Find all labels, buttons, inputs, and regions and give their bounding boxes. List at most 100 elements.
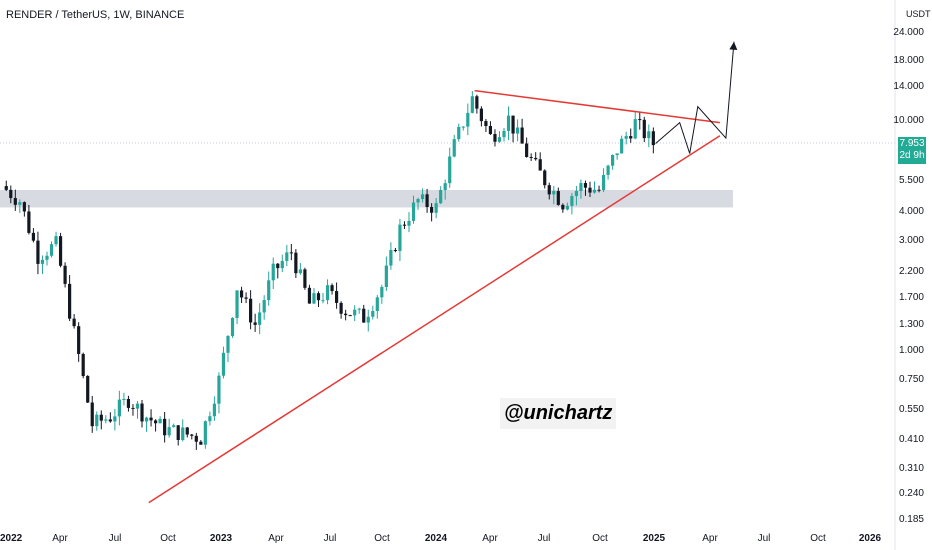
candle-down: [583, 183, 588, 188]
candle-up: [312, 293, 316, 304]
candle-down: [488, 126, 493, 135]
candle-up: [18, 202, 22, 205]
time-tick-label: Jul: [537, 533, 551, 544]
candle-down: [556, 191, 560, 205]
candle-up: [443, 183, 447, 191]
candle-up: [470, 96, 474, 113]
candle-up: [380, 286, 384, 298]
candles-group: [4, 90, 655, 450]
candle-down: [276, 263, 280, 269]
candle-up: [262, 300, 266, 313]
candle-up: [366, 316, 370, 323]
candle-down: [520, 127, 524, 144]
candle-down: [140, 403, 144, 422]
candle-down: [511, 115, 515, 134]
candle-down: [153, 420, 158, 424]
candle-down: [493, 134, 497, 142]
candle-up: [285, 252, 289, 261]
candle-up: [570, 196, 574, 206]
candle-up: [122, 398, 126, 400]
price-tick-label: 3.000: [898, 235, 924, 246]
candle-up: [434, 203, 438, 213]
candle-down: [58, 236, 63, 266]
last-price-value: 7.953: [899, 138, 925, 149]
candle-down: [13, 198, 17, 205]
candle-up: [552, 191, 556, 195]
price-tick-label: 5.500: [898, 175, 924, 186]
candle-up: [420, 194, 425, 200]
price-tick-label: 0.185: [898, 514, 924, 525]
price-tick-label: 1.700: [898, 292, 924, 303]
candle-down: [86, 375, 90, 403]
candle-up: [407, 220, 411, 226]
candle-up: [439, 190, 443, 204]
candle-down: [484, 121, 488, 127]
time-tick-label: Jul: [108, 533, 122, 544]
candle-up: [506, 115, 511, 131]
candle-down: [479, 108, 483, 122]
candle-down: [303, 269, 307, 288]
time-tick-label: Apr: [52, 533, 68, 544]
candle-up: [624, 136, 628, 139]
price-tick-label: 0.550: [898, 404, 924, 415]
candle-up: [181, 427, 185, 440]
candle-up: [144, 417, 149, 422]
candle-down: [588, 187, 592, 193]
candle-up: [280, 260, 284, 269]
candle-up: [615, 153, 619, 156]
candle-down: [185, 427, 189, 435]
candle-down: [72, 318, 76, 327]
time-tick-label: 2026: [858, 533, 882, 544]
bar-countdown: 2d 9h: [899, 150, 925, 161]
candle-up: [416, 199, 420, 203]
last-price-tag: 7.953 2d 9h: [898, 137, 926, 164]
price-tick-label: 10.000: [893, 115, 924, 126]
candle-down: [294, 252, 298, 274]
ascending-trendline: [148, 135, 721, 504]
projection-arrowhead: [729, 41, 738, 51]
candle-down: [194, 435, 198, 442]
candle-up: [208, 416, 212, 422]
candle-up: [389, 250, 393, 266]
candle-up: [448, 156, 452, 184]
time-tick-label: Apr: [268, 533, 284, 544]
candle-up: [117, 399, 121, 417]
projection-path: [655, 41, 735, 154]
candle-down: [22, 202, 26, 212]
candle-up: [258, 312, 262, 325]
candle-down: [597, 189, 601, 191]
time-tick-label: 2023: [209, 533, 233, 544]
candle-down: [126, 398, 131, 408]
candle-down: [99, 414, 103, 421]
candle-up: [45, 255, 49, 260]
price-tick-label: 14.000: [893, 81, 924, 92]
time-tick-label: Apr: [702, 533, 718, 544]
price-tick-label: 18.000: [893, 55, 924, 66]
candle-up: [321, 300, 325, 302]
candle-up: [620, 138, 624, 154]
candle-up: [226, 335, 230, 353]
candle-up: [633, 119, 637, 139]
time-tick-label: 2022: [0, 533, 23, 544]
candle-up: [461, 126, 465, 128]
price-tick-label: 0.750: [898, 374, 924, 385]
time-tick-label: 2025: [642, 533, 666, 544]
price-tick-label: 24.000: [893, 27, 924, 38]
candle-up: [384, 265, 388, 287]
candle-up: [398, 224, 402, 251]
candle-down: [642, 119, 646, 139]
candle-up: [497, 137, 502, 142]
price-tick-label: 0.310: [898, 463, 924, 474]
candle-up: [502, 130, 506, 138]
candle-down: [36, 240, 40, 264]
candle-up: [452, 139, 456, 157]
candle-down: [344, 313, 348, 316]
candle-down: [253, 322, 257, 325]
descending-trendline: [474, 89, 720, 124]
candle-up: [457, 126, 461, 140]
candle-up: [357, 308, 361, 310]
candle-up: [212, 403, 217, 417]
candle-up: [325, 285, 330, 301]
candle-up: [371, 311, 375, 317]
